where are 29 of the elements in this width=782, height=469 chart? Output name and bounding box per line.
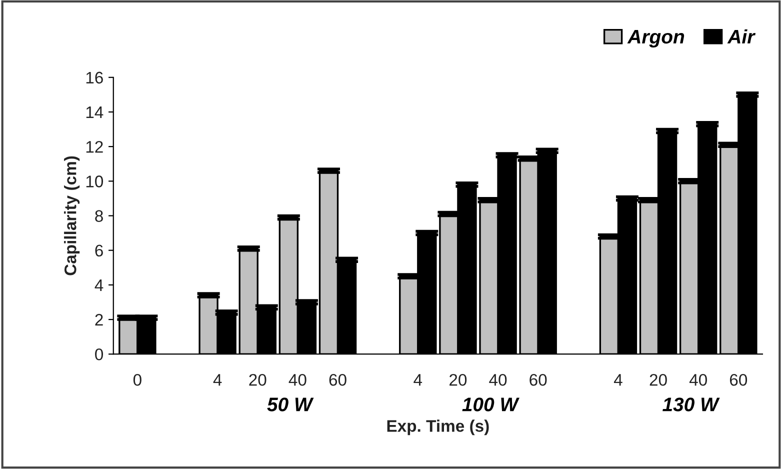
x-tick-label: 60 xyxy=(530,374,547,386)
y-tick-label: 2 xyxy=(95,314,103,326)
x-tick-label: 60 xyxy=(730,374,748,386)
y-tick-label: 10 xyxy=(86,176,104,188)
x-tick-label: 20 xyxy=(450,374,467,386)
x-tick-label: 40 xyxy=(689,374,707,386)
x-tick-label: 20 xyxy=(249,374,266,386)
x-tick-label: 4 xyxy=(213,374,222,386)
text: 100 W xyxy=(462,398,520,412)
x-tick-label: 20 xyxy=(650,374,667,386)
y-tick-label: 14 xyxy=(86,106,104,118)
x-tick-label: 60 xyxy=(329,374,346,386)
text: 130 W xyxy=(662,398,720,412)
y-tick-label: 16 xyxy=(86,72,103,84)
x-tick-label: 0 xyxy=(133,374,142,386)
x-tick-label: 4 xyxy=(414,374,422,386)
y-tick-label: 12 xyxy=(86,140,103,153)
legend-label: Argon xyxy=(627,30,684,48)
x-tick-label: 40 xyxy=(489,374,507,386)
y-tick-label: 4 xyxy=(94,279,104,291)
x-axis-title: Exp. Time (s) xyxy=(387,420,489,436)
y-axis-title: Capillarity (cm) xyxy=(64,156,80,276)
y-tick-label: 6 xyxy=(95,244,103,257)
text: 50 W xyxy=(267,398,314,412)
legend-label: Air xyxy=(727,29,756,44)
y-tick-label: 8 xyxy=(95,210,103,222)
x-tick-label: 4 xyxy=(614,374,622,386)
y-tick-label: 0 xyxy=(95,348,104,360)
x-tick-label: 40 xyxy=(288,374,306,386)
